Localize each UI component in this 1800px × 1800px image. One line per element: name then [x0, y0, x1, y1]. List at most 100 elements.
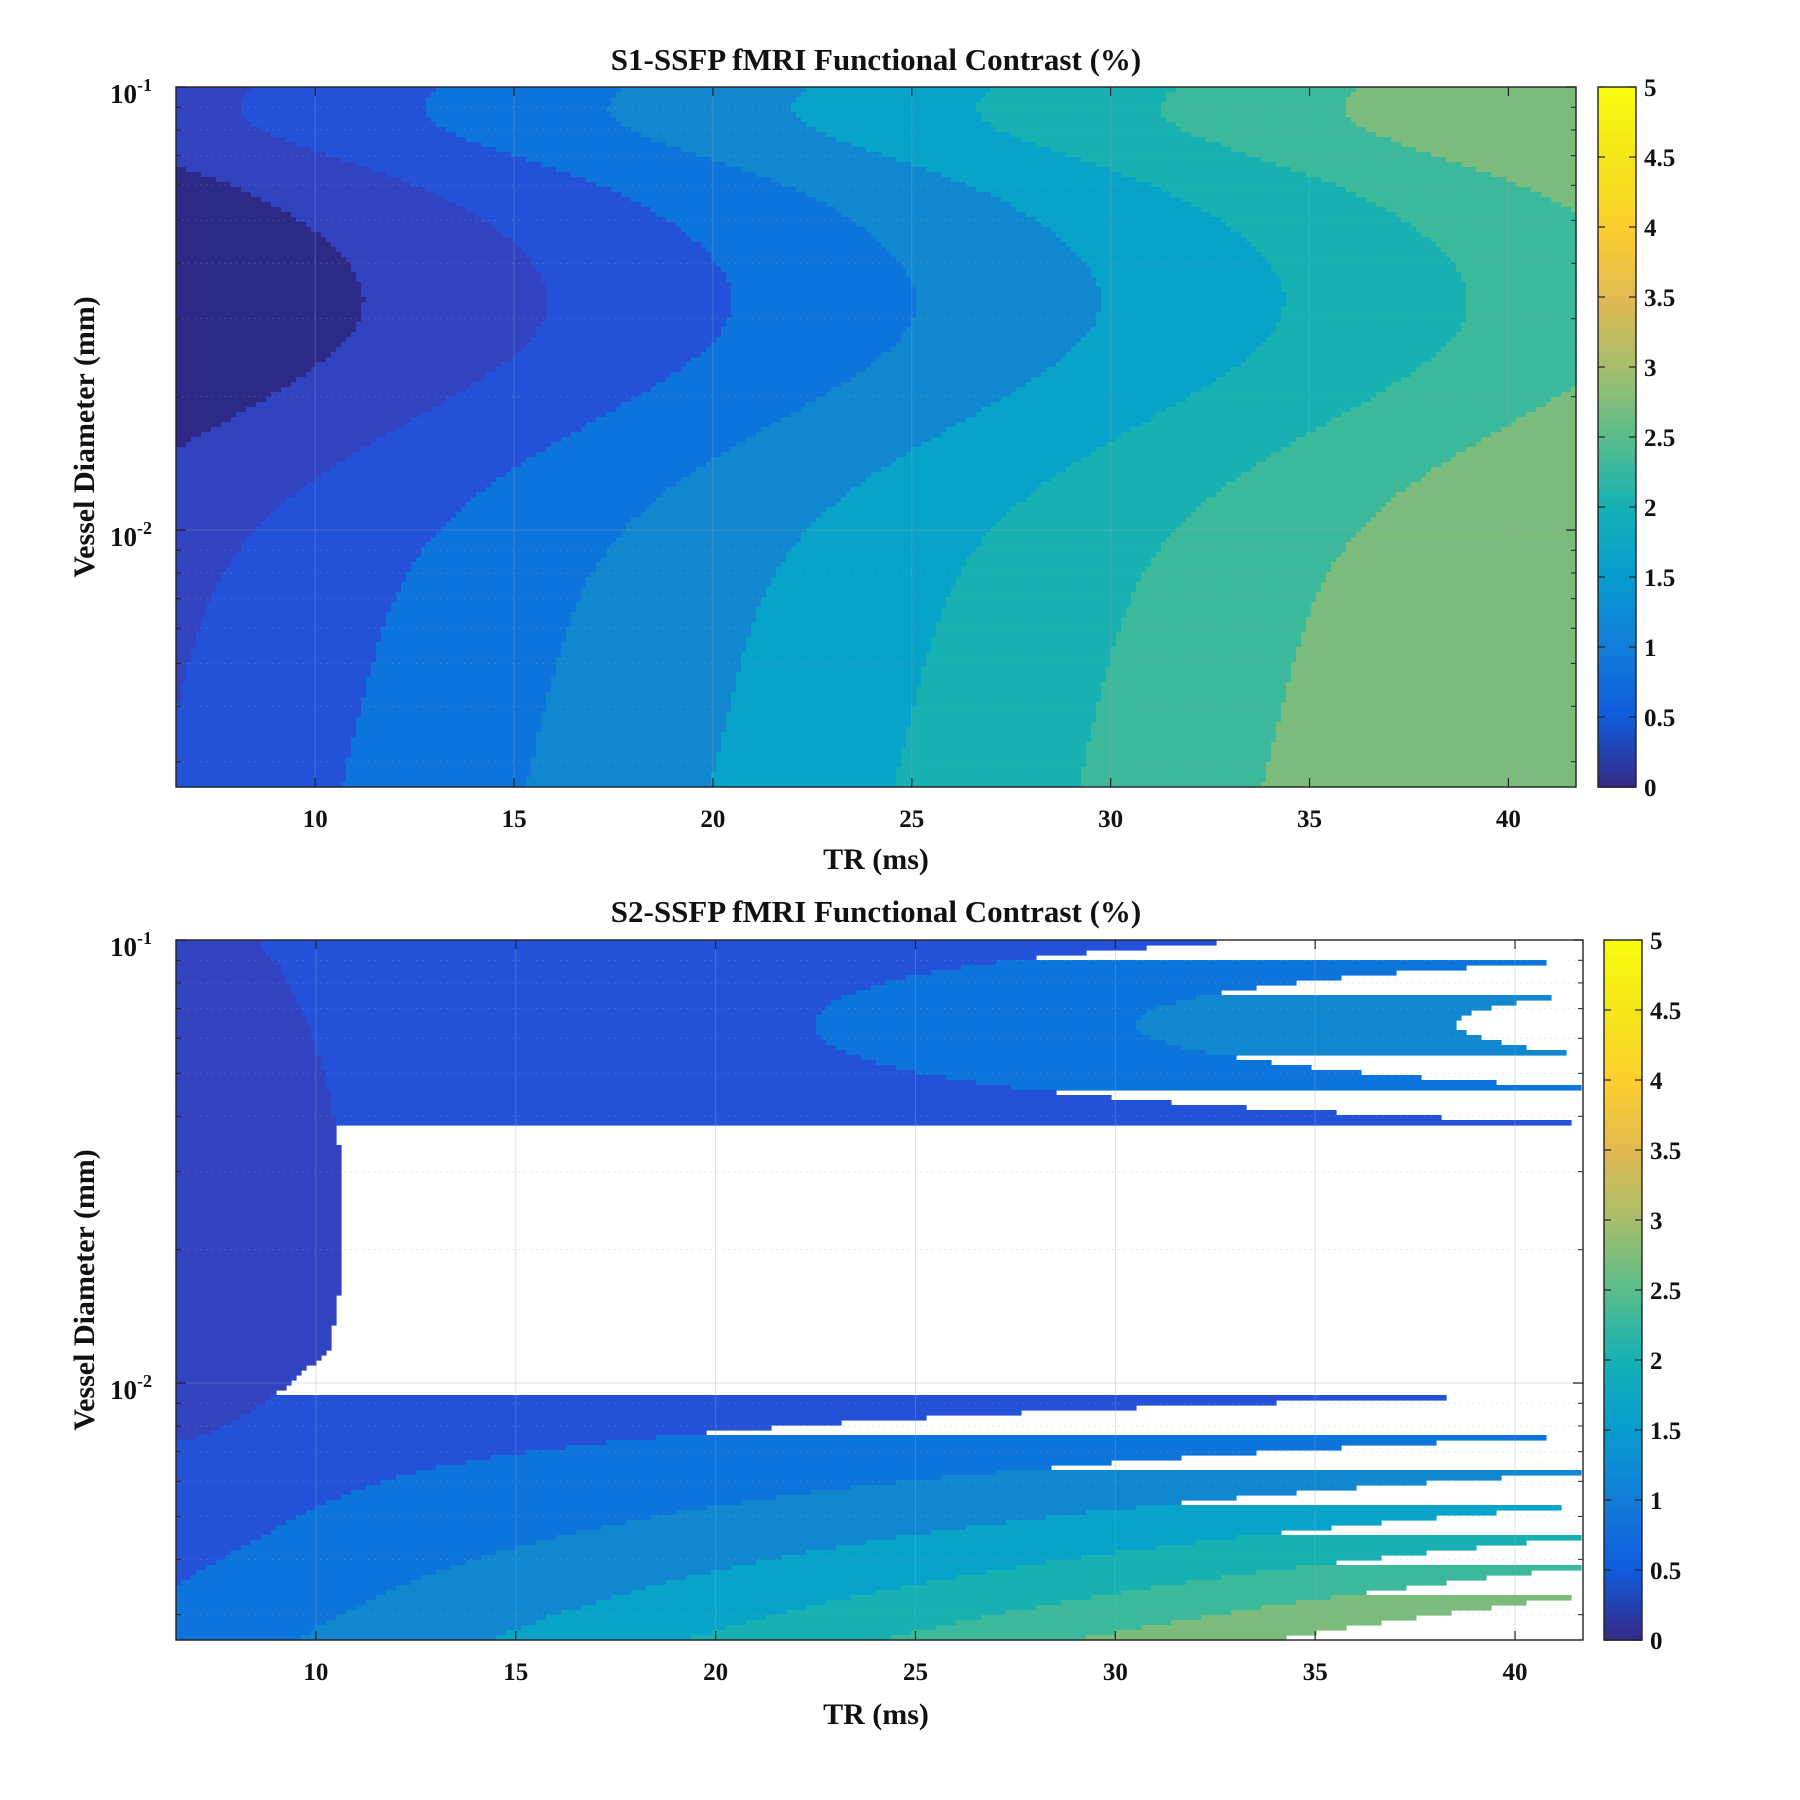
contour-band-cell: [176, 297, 367, 303]
contour-band-cell: [691, 237, 877, 243]
contour-band-cell: [1281, 712, 1577, 718]
contour-band-cell: [1286, 682, 1577, 688]
contour-band-cell: [536, 742, 722, 748]
contour-band-cell: [356, 727, 542, 733]
contour-band-cell: [176, 577, 222, 583]
contour-band-cell: [586, 422, 772, 428]
contour-band-cell: [1121, 627, 1307, 633]
contour-band-cell: [1036, 217, 1222, 223]
contour-band-cell: [546, 307, 732, 313]
contour-band-cell: [641, 512, 822, 518]
contour-band-cell: [176, 562, 232, 568]
contour-band-cell: [1131, 597, 1317, 603]
contour-band-cell: [436, 192, 622, 198]
colorbar-swatch: [1598, 102, 1636, 108]
contour-band-cell: [176, 347, 337, 353]
colorbar-swatch: [1604, 1435, 1642, 1441]
contour-band-cell: [176, 1445, 567, 1451]
colorbar-swatch: [1604, 1260, 1642, 1266]
contour-band-cell: [1071, 462, 1257, 468]
contour-band-cell: [176, 1070, 327, 1076]
colorbar-swatch: [1604, 1120, 1642, 1126]
contour-band-cell: [1361, 402, 1547, 408]
contour-band-cell: [176, 1300, 337, 1306]
contour-band-cell: [731, 307, 917, 313]
contour-band-cell: [911, 707, 1097, 713]
contour-band-cell: [176, 1390, 277, 1396]
contour-band-cell: [956, 577, 1142, 583]
contour-band-cell: [1056, 232, 1242, 238]
contour-band-cell: [176, 372, 307, 378]
colorbar-swatch: [1598, 702, 1636, 708]
contour-band-cell: [656, 497, 842, 503]
colorbar-swatch: [1598, 412, 1636, 418]
contour-band-cell: [176, 1325, 332, 1331]
contour-band-cell: [176, 132, 272, 138]
colorbar-swatch: [1604, 980, 1642, 986]
contour-band-cell: [491, 1455, 1182, 1461]
contour-band-cell: [921, 677, 1107, 683]
contour-band-cell: [176, 1430, 212, 1436]
contour-band-cell: [836, 502, 1017, 508]
contour-band-cell: [976, 187, 1162, 193]
contour-band-cell: [676, 1510, 1087, 1516]
contour-band-cell: [176, 542, 242, 548]
colorbar-swatch: [1604, 1175, 1642, 1181]
contour-band-cell: [1011, 507, 1197, 513]
colorbar-tick-label: 0: [1650, 1628, 1663, 1655]
contour-band-cell: [1411, 482, 1577, 488]
colorbar-swatch: [1598, 572, 1636, 578]
contour-band-cell: [1291, 677, 1577, 683]
contour-band-cell: [1331, 1595, 1572, 1601]
contour-band-cell: [1041, 482, 1227, 488]
contour-band-cell: [496, 367, 682, 373]
contour-band-cell: [836, 207, 1017, 213]
contour-band-cell: [866, 147, 1052, 153]
contour-band-cell: [851, 1485, 1357, 1491]
contour-band-cell: [1066, 352, 1252, 358]
contour-band-cell: [871, 362, 1057, 368]
contour-band-cell: [341, 1495, 777, 1501]
contour-band-cell: [446, 522, 627, 528]
contour-band-cell: [481, 377, 667, 383]
colorbar-swatch: [1604, 1550, 1642, 1556]
colorbar-swatch: [1604, 1090, 1642, 1096]
contour-band-cell: [326, 1085, 1012, 1091]
contour-band-cell: [816, 1030, 1142, 1036]
contour-band-cell: [176, 172, 202, 178]
contour-band-cell: [176, 955, 272, 961]
colorbar-swatch: [1604, 1115, 1642, 1121]
colorbar-swatch: [1604, 1250, 1642, 1256]
contour-band-cell: [191, 437, 377, 443]
colorbar-swatch: [1604, 1440, 1642, 1446]
contour-band-cell: [726, 722, 912, 728]
contour-band-cell: [176, 272, 357, 278]
contour-band-cell: [386, 617, 572, 623]
contour-band-cell: [536, 737, 722, 743]
contour-band-cell: [201, 622, 387, 628]
contour-band-cell: [1251, 242, 1437, 248]
contour-band-cell: [341, 157, 527, 163]
contour-band-cell: [176, 567, 227, 573]
contour-band-cell: [901, 332, 1087, 338]
contour-band-cell: [1061, 237, 1247, 243]
contour-band-cell: [1091, 732, 1277, 738]
contour-band-cell: [1191, 202, 1377, 208]
contour-band-cell: [396, 1475, 942, 1481]
contour-band-cell: [526, 457, 712, 463]
contour-band-cell: [176, 1330, 332, 1336]
colorbar-swatch: [1598, 362, 1636, 368]
contour-band-cell: [1226, 222, 1412, 228]
contour-band-cell: [176, 1425, 222, 1431]
contour-band-cell: [871, 232, 1057, 238]
x-tick-labels-s1: 10 15 20 25 30 35 40: [303, 806, 1521, 833]
contour-band-cell: [176, 687, 182, 693]
contour-band-cell: [176, 512, 272, 518]
contour-band-cell: [201, 432, 387, 438]
contour-band-cell: [631, 517, 817, 523]
colorbar-swatch: [1598, 317, 1636, 323]
contour-band-cell: [1026, 212, 1212, 218]
colorbar-swatch: [1604, 1385, 1642, 1391]
contour-band-cell: [176, 137, 287, 143]
colorbar-swatch: [1604, 1290, 1642, 1296]
